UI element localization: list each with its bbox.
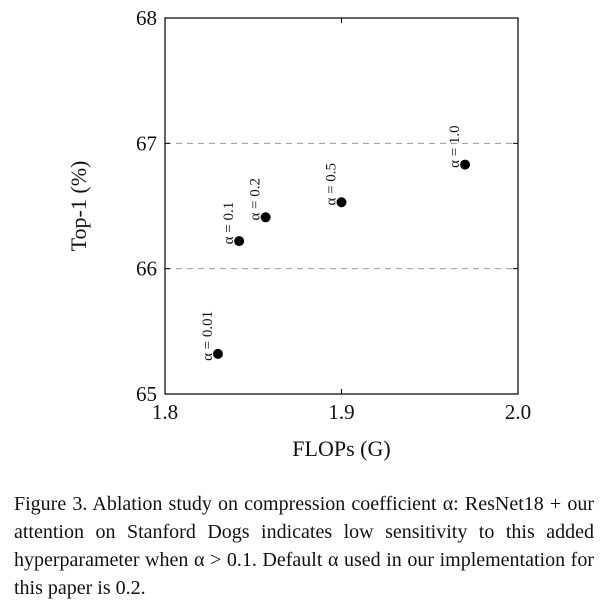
data-point-3 xyxy=(336,197,347,208)
data-point-0 xyxy=(212,348,223,359)
data-points: α = 0.01 α = 0.1 α = 0.2 α = 0.5 α = 1.0 xyxy=(200,125,471,361)
y-axis-title: Top-1 (%) xyxy=(66,161,91,252)
data-point-4 xyxy=(460,159,471,170)
point-label-1: α = 0.1 xyxy=(221,202,237,245)
point-label-4: α = 1.0 xyxy=(447,125,463,168)
point-label-2: α = 0.2 xyxy=(248,178,264,221)
x-tick-label-1: 1.9 xyxy=(328,400,354,424)
scatter-chart: 65 66 67 68 1.8 1.9 2.0 α = 0.01 α = 0.1 α = 0.2… xyxy=(66,6,531,461)
grid-lines xyxy=(165,142,518,270)
point-label-3: α = 0.5 xyxy=(324,163,340,206)
data-point-1 xyxy=(234,236,245,247)
x-tick-label-2: 2.0 xyxy=(505,400,531,424)
y-tick-label-1: 66 xyxy=(136,257,157,281)
figure-caption: Figure 3. Ablation study on compression … xyxy=(14,490,594,602)
caption-text: Figure 3. Ablation study on compression … xyxy=(14,493,594,599)
data-point-2 xyxy=(260,212,271,223)
axis-ticks: 65 66 67 68 1.8 1.9 2.0 xyxy=(136,6,531,424)
point-label-0: α = 0.01 xyxy=(200,311,216,361)
y-tick-label-2: 67 xyxy=(136,131,157,155)
y-tick-label-0: 65 xyxy=(136,382,157,406)
x-axis-title: FLOPs (G) xyxy=(292,436,390,461)
y-tick-label-3: 68 xyxy=(136,6,157,30)
x-tick-label-0: 1.8 xyxy=(152,400,178,424)
